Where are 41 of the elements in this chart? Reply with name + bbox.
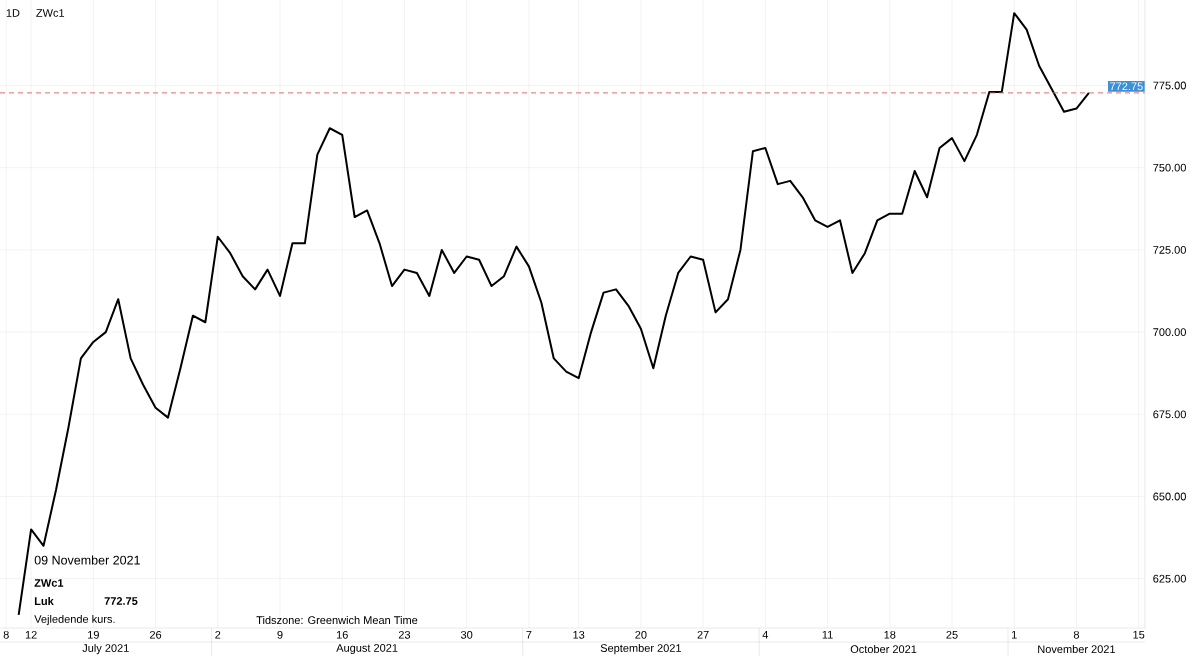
text: July 2021 (82, 643, 129, 655)
x-tick-label: 18 (884, 630, 896, 639)
x-tick-label: 19 (88, 630, 99, 639)
y-tick-label: 650.00 (1153, 492, 1186, 501)
annotation: Tidszone: Greenwich Mean Time (256, 615, 418, 625)
y-tick-label: 625.00 (1153, 574, 1186, 583)
annotation: ZWc1 (34, 579, 64, 587)
y-tick-label: 725.00 (1153, 246, 1186, 254)
y-tick-label: 675.00 (1153, 410, 1186, 419)
y-tick-label: 700.00 (1153, 328, 1186, 336)
x-tick-label: 2 (215, 630, 221, 639)
x-tick-label: 15 (1133, 630, 1145, 639)
annotation: 09 November 2021 (34, 555, 140, 565)
x-tick-label: 26 (149, 630, 162, 639)
text: August 2021 (336, 644, 398, 655)
x-tick-label: 9 (277, 630, 283, 639)
y-tick-label: 775.00 (1153, 81, 1186, 90)
x-tick-label: 16 (336, 630, 348, 639)
x-tick-label: 12 (25, 630, 37, 639)
text: ZWc1 (36, 9, 65, 17)
text: November 2021 (1038, 644, 1116, 654)
x-tick-label: 30 (460, 630, 473, 639)
x-tick-label: 4 (762, 630, 769, 639)
annotation: Vejledende kurs. (34, 614, 115, 626)
ref-line-label: 772.75 (1110, 82, 1143, 91)
x-tick-label: 8 (3, 630, 9, 639)
x-tick-label: 8 (1073, 630, 1080, 639)
annotation: Luk (34, 596, 54, 606)
x-tick-label: 23 (398, 630, 411, 639)
x-tick-label: 13 (573, 630, 585, 639)
text: September 2021 (600, 643, 681, 655)
x-tick-label: 20 (635, 630, 647, 639)
x-tick-label: 27 (697, 630, 709, 639)
annotation: 772.75 (104, 597, 138, 605)
x-tick-label: 7 (526, 630, 532, 639)
x-tick-label: 11 (822, 630, 833, 639)
x-tick-label: 25 (946, 630, 958, 639)
y-tick-label: 750.00 (1153, 163, 1186, 172)
x-tick-label: 1 (1012, 630, 1017, 639)
text: October 2021 (850, 644, 917, 654)
text: 1D (6, 9, 20, 17)
